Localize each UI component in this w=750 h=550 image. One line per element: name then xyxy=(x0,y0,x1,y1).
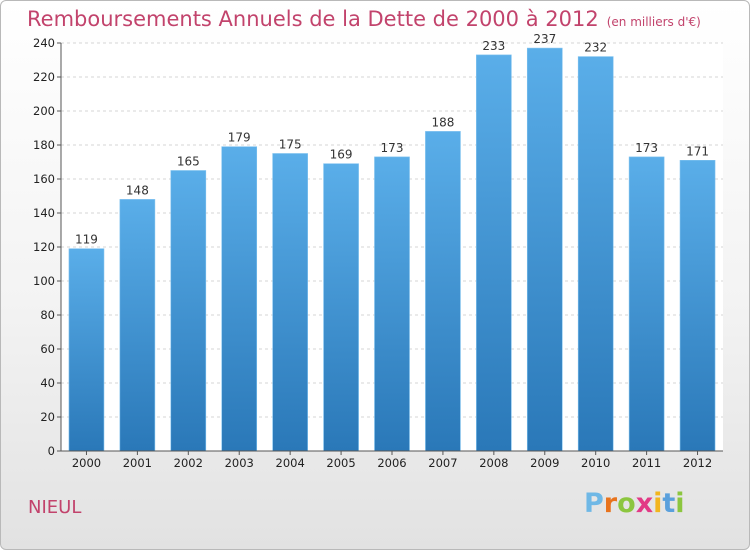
x-tick-label: 2009 xyxy=(530,456,559,470)
bar-value-label: 169 xyxy=(330,148,353,162)
bar xyxy=(628,156,665,452)
bar-value-label: 233 xyxy=(482,39,505,53)
bar xyxy=(526,47,563,452)
y-tick-label: 140 xyxy=(33,206,55,220)
bar-value-label: 175 xyxy=(279,138,302,152)
bar-value-label: 173 xyxy=(635,141,658,155)
y-tick-label: 20 xyxy=(40,410,55,424)
x-tick-label: 2007 xyxy=(428,456,457,470)
y-tick-label: 240 xyxy=(33,36,55,50)
y-tick-label: 100 xyxy=(33,274,55,288)
bar-value-label: 148 xyxy=(126,183,149,197)
y-tick-label: 80 xyxy=(40,308,55,322)
bar xyxy=(119,199,156,452)
bar xyxy=(221,146,258,452)
y-tick-label: 180 xyxy=(33,138,55,152)
x-tick-label: 2010 xyxy=(581,456,610,470)
y-tick-label: 160 xyxy=(33,172,55,186)
y-tick-label: 220 xyxy=(33,70,55,84)
logo-letter: t xyxy=(662,488,676,519)
proxiti-logo: Proxiti xyxy=(584,488,685,519)
x-tick-label: 2001 xyxy=(123,456,152,470)
bar-value-label: 179 xyxy=(228,131,251,145)
y-tick-label: 60 xyxy=(40,342,55,356)
bar xyxy=(476,54,512,452)
logo-letter: o xyxy=(617,488,636,519)
bar xyxy=(679,160,716,452)
bar-value-label: 188 xyxy=(431,115,454,129)
bar-value-label: 171 xyxy=(686,144,709,158)
y-tick-label: 200 xyxy=(33,104,55,118)
bar xyxy=(577,56,614,452)
y-tick-label: 40 xyxy=(40,376,55,390)
bar xyxy=(374,156,410,452)
x-tick-label: 2006 xyxy=(377,456,406,470)
bar-value-label: 173 xyxy=(381,141,404,155)
x-tick-label: 2012 xyxy=(683,456,712,470)
logo-letter: x xyxy=(635,488,654,519)
bar xyxy=(68,248,105,452)
x-tick-label: 2002 xyxy=(174,456,203,470)
bar xyxy=(170,170,207,452)
bar-value-label: 237 xyxy=(533,32,556,46)
logo-letter: P xyxy=(584,488,604,519)
bar-value-label: 165 xyxy=(177,155,200,169)
chart-title-main: Remboursements Annuels de la Dette de 20… xyxy=(27,7,599,31)
bar-value-label: 119 xyxy=(75,233,98,247)
y-tick-label: 0 xyxy=(48,444,55,458)
chart-title: Remboursements Annuels de la Dette de 20… xyxy=(27,7,701,31)
chart-unit-note: (en milliers d'€) xyxy=(606,15,701,29)
logo-letter: i xyxy=(653,488,663,519)
x-tick-label: 2000 xyxy=(72,456,101,470)
bar xyxy=(272,153,308,452)
x-tick-label: 2003 xyxy=(225,456,254,470)
bar xyxy=(323,163,359,452)
x-tick-label: 2005 xyxy=(326,456,355,470)
x-tick-label: 2011 xyxy=(632,456,661,470)
logo-letter: r xyxy=(603,488,618,519)
logo-letter: i xyxy=(675,488,685,519)
x-tick-label: 2008 xyxy=(479,456,508,470)
bar xyxy=(425,131,461,452)
bar-value-label: 232 xyxy=(584,41,607,55)
city-name: NIEUL xyxy=(28,497,82,518)
x-tick-label: 2004 xyxy=(276,456,305,470)
y-tick-label: 120 xyxy=(33,240,55,254)
